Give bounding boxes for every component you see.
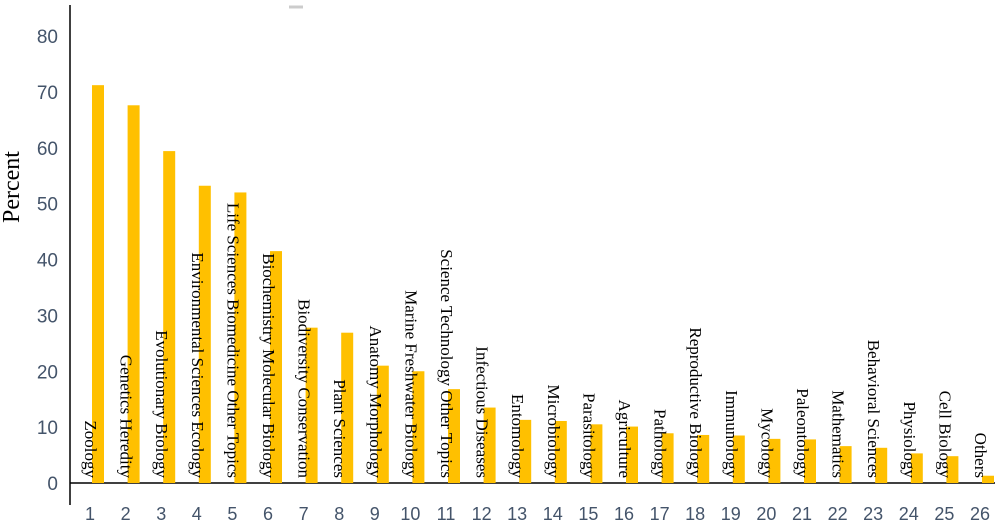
y-tick-label: 70 [37,83,58,104]
x-tick-label: 5 [227,504,237,524]
x-tick-label: 23 [863,504,883,524]
bar [661,433,674,483]
bar [590,424,603,483]
y-axis-label: Percent [0,151,25,223]
y-tick-label: 20 [37,362,58,383]
bar-label: Evolutionary Biology [152,330,171,478]
y-tick-label: 30 [37,306,58,327]
bar [626,426,638,483]
x-tick-label: 26 [970,504,990,524]
x-tick-label: 20 [756,504,776,524]
bar-label: Microbiology [544,385,563,479]
bar-label: Others [971,433,990,478]
bar-label: Genetics Heredity [117,355,136,479]
bar-label: Biodiversity Conservation [295,299,314,478]
bar [305,327,318,483]
x-tick-label: 16 [614,504,634,524]
bar-label: Reproductive Biology [686,327,705,478]
x-tick-label: 14 [543,504,563,524]
x-tick-label: 3 [156,504,166,524]
bar [839,446,852,483]
bar-label: Entomology [508,394,527,479]
bar-label: Pathology [651,409,670,478]
bar-label: Cell Biology [935,391,954,479]
bar-label: Biochemistry Molecular Biology [259,253,278,478]
y-tick-label: 10 [37,418,58,439]
x-tick-label: 25 [934,504,954,524]
bar-label: Life Sciences Biomedicine Other Topics [223,203,242,478]
x-tick-label: 19 [721,504,741,524]
bar [519,419,532,483]
y-tick-label: 80 [37,27,58,48]
bar [875,447,888,483]
y-tick-label: 0 [47,474,58,495]
x-tick-label: 12 [472,504,492,524]
bar [376,365,389,483]
bar-label: Plant Sciences [330,379,349,478]
x-tick-label: 13 [507,504,527,524]
bar [910,453,923,483]
bar-label: Behavioral Sciences [864,340,883,478]
bar-label: Mathematics [829,390,848,478]
y-tick-label: 50 [37,195,58,216]
bar [198,185,211,483]
x-tick-label: 10 [400,504,420,524]
x-tick-label: 21 [792,504,812,524]
x-tick-label: 4 [192,504,202,524]
x-tick-label: 1 [85,504,95,524]
bar-label: Zoology [81,420,100,478]
x-tick-label: 18 [685,504,705,524]
bar [234,192,247,483]
bar [92,85,104,484]
bar [768,438,781,483]
bar [270,251,282,483]
x-tick-label: 22 [828,504,848,524]
bar-label: Physiology [900,401,919,478]
bar [804,439,816,483]
x-tick-label: 9 [370,504,380,524]
x-tick-label: 2 [121,504,131,524]
x-tick-label: 8 [334,504,344,524]
y-tick-label: 40 [37,251,58,272]
bars [92,85,994,484]
bar [163,151,176,484]
bar [946,456,959,483]
bar-label: Immunology [722,390,741,478]
x-tick-label: 15 [578,504,598,524]
bar-label: Environmental Sciences Ecology [188,252,207,478]
bar [412,371,425,483]
bar-label: Anatomy Morphology [366,325,385,478]
x-tick-label: 24 [899,504,919,524]
x-tick-label: 17 [650,504,670,524]
bar [483,407,496,483]
x-tick-label: 11 [437,504,456,524]
x-tick-label: 6 [263,504,273,524]
bar [448,389,460,483]
bar [732,435,745,483]
bar [127,105,140,483]
x-tick-label: 7 [299,504,309,524]
bar-label: Paleontology [793,388,812,478]
bar [341,332,354,483]
bar-label: Marine Freshwater Biology [401,290,420,478]
bar-label: Mycology [757,408,776,478]
bar-label: Parasitology [579,393,598,478]
x-tick-labels: 1 2 3 4 5 6 7 8 9 10 11 12 13 14 15 16 17 18 19 20 21 22 23 24 2… [85,504,990,524]
bar [554,420,567,483]
bar-label: Agriculture [615,400,634,478]
bar-label: Science Technology Other Topics [437,249,456,478]
bar [697,434,710,483]
bar-labels: Zoology Genetics Heredity Evolutionary Bio… [81,203,990,479]
y-tick-labels: 0 10 20 30 40 50 60 70 80 [37,27,58,495]
y-tick-label: 60 [37,139,58,160]
bar-label: Infectious Diseases [473,346,492,478]
bar [982,475,994,483]
